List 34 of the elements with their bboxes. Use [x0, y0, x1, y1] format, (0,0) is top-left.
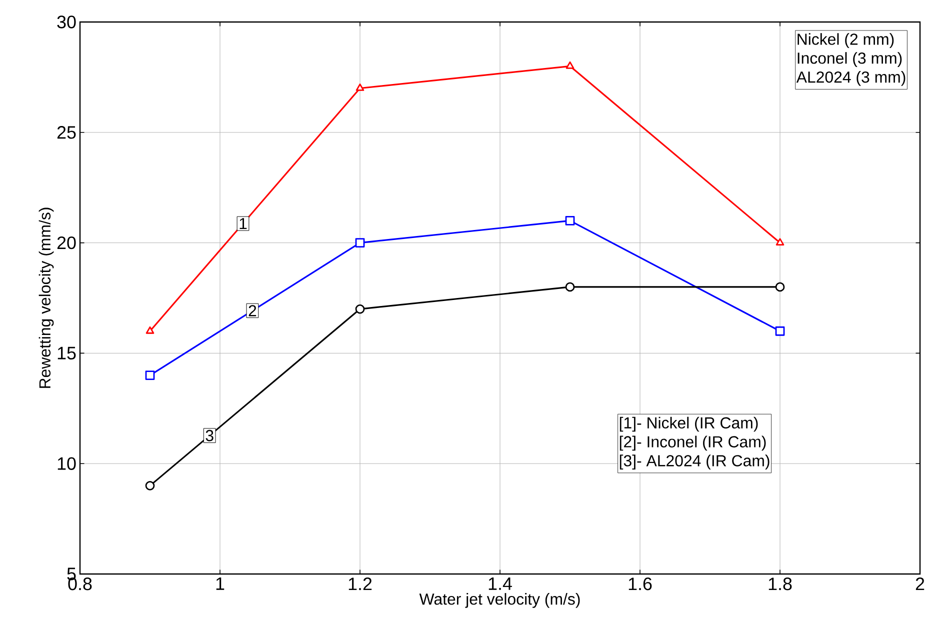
point	[566, 61, 574, 69]
y-tick-label: 15	[58, 346, 76, 360]
x-tick-label: 1.8	[768, 578, 792, 590]
point	[145, 370, 155, 380]
annotation: Nickel (2 mm)	[798, 33, 894, 48]
series-label: 3	[206, 430, 214, 442]
annotation: [2]- Inconel (IR Cam)	[620, 436, 766, 451]
point	[355, 304, 365, 314]
point	[356, 84, 364, 91]
series-label: 2	[248, 305, 256, 316]
y-tick-label: 20	[57, 236, 76, 250]
y-tick-label: 25	[57, 126, 76, 139]
annotation: [1]- Nickel (IR Cam)	[620, 416, 758, 432]
annotation: AL2024 (3 mm)	[796, 71, 906, 86]
annotation: Inconel (3 mm)	[798, 52, 902, 67]
point	[565, 216, 575, 226]
x-tick-label: 1.4	[488, 578, 512, 590]
point	[145, 480, 155, 490]
x-tick-label: 1	[216, 578, 224, 590]
y-axis-title: Rewetting velocity (mm/s)	[38, 208, 54, 388]
y-tick-label: 30	[57, 16, 76, 28]
annotation: [3]- AL2024 (IR Cam)	[620, 454, 770, 470]
point	[355, 238, 365, 248]
x-tick-label: 1.2	[348, 578, 372, 590]
point	[146, 326, 154, 334]
point	[776, 238, 784, 246]
point	[775, 326, 785, 336]
series-label: 1	[240, 218, 247, 230]
y-tick-label: 10	[58, 457, 76, 470]
x-axis-title: Water jet velocity (m/s)	[419, 593, 580, 608]
x-tick-label: 2	[916, 578, 924, 590]
x-tick-label: 1.6	[628, 578, 652, 590]
point	[775, 282, 785, 292]
point	[565, 282, 575, 292]
